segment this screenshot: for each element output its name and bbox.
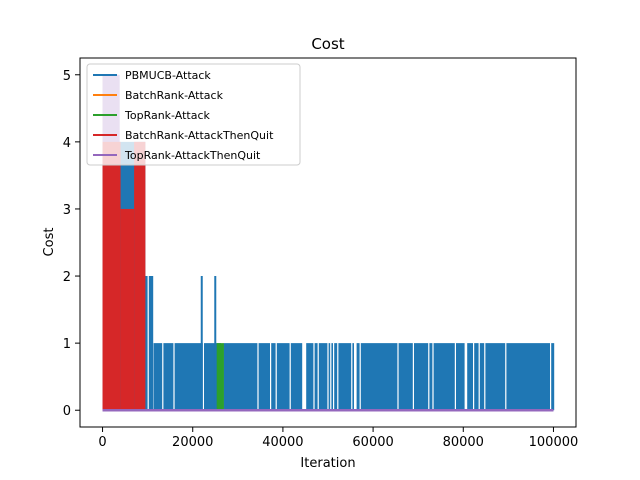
legend-label: TopRank-AttackThenQuit (124, 149, 261, 162)
x-tick-label: 40000 (262, 435, 303, 450)
y-tick-label: 0 (63, 404, 71, 419)
x-tick-label: 20000 (172, 435, 213, 450)
x-tick-label: 0 (98, 435, 106, 450)
chart-title: Cost (311, 35, 344, 53)
series-trace (144, 276, 154, 411)
x-tick-label: 80000 (443, 435, 484, 450)
x-tick-label: 100000 (529, 435, 579, 450)
y-tick-label: 5 (63, 69, 71, 84)
legend-label: TopRank-Attack (124, 109, 211, 122)
x-tick-label: 60000 (352, 435, 393, 450)
series-fill (102, 141, 121, 411)
series-trace (216, 343, 224, 411)
legend-label: PBMUCB-Attack (125, 69, 211, 82)
x-axis-title: Iteration (300, 456, 355, 471)
y-tick-label: 2 (63, 270, 71, 285)
series-toprank-attack (216, 343, 224, 411)
legend-label: BatchRank-AttackThenQuit (125, 129, 274, 142)
series-fill (120, 208, 135, 411)
y-tick-label: 1 (63, 337, 71, 352)
legend-box (86, 63, 301, 166)
legend-label: BatchRank-Attack (125, 89, 224, 102)
x-axis: 0 20000 40000 60000 80000 100000 (98, 427, 578, 450)
y-tick-label: 3 (63, 203, 71, 218)
y-tick-label: 4 (63, 136, 71, 151)
series-trace (153, 343, 555, 411)
y-axis: 0 1 2 3 4 5 (63, 69, 80, 419)
series-fill (134, 141, 146, 411)
y-axis-title: Cost (42, 228, 57, 257)
legend: PBMUCB-Attack BatchRank-Attack TopRank-Att… (86, 63, 301, 166)
series-batchrank-attackthenquit (102, 141, 146, 411)
plot-frame (79, 57, 577, 428)
